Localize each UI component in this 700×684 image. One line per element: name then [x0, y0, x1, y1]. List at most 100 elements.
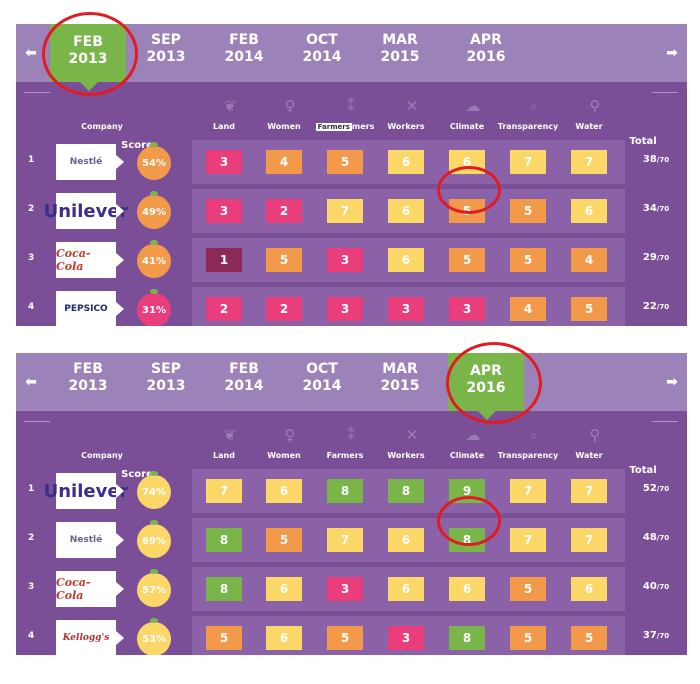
score-cell-women[interactable]: 4 [266, 150, 302, 174]
timeline-date-sep-2013[interactable]: SEP 2013 [128, 361, 204, 405]
prev-arrow-icon[interactable]: ⬅ [25, 45, 37, 61]
date-month: OCT [306, 32, 338, 48]
table-row[interactable]: 2 Unilever 49% 3 2 7 6 5 5 6 34/70 [16, 189, 687, 233]
company-logo-nestle[interactable]: Nestlé [56, 522, 124, 558]
timeline-date-apr-2016[interactable]: APR 2016 [448, 353, 524, 420]
score-cell-women[interactable]: 2 [266, 297, 302, 321]
score-cell-farmers[interactable]: 7 [327, 528, 363, 552]
score-cell-women[interactable]: 6 [266, 479, 302, 503]
divider [652, 421, 678, 422]
score-cell-farmers[interactable]: 7 [327, 199, 363, 223]
score-cell-workers[interactable]: 6 [388, 528, 424, 552]
timeline-date-mar-2015[interactable]: MAR 2015 [362, 32, 438, 76]
timeline-date-feb-2014[interactable]: FEB 2014 [206, 361, 282, 405]
leaf-icon [150, 569, 158, 574]
score-cell-farmers[interactable]: 3 [327, 297, 363, 321]
table-row[interactable]: 2 Nestlé 69% 8 5 7 6 8 7 7 48/70 [16, 518, 687, 562]
score-cell-land[interactable]: 3 [206, 199, 242, 223]
company-logo-unilever[interactable]: Unilever [44, 473, 128, 509]
score-cell-land[interactable]: 7 [206, 479, 242, 503]
timeline-date-sep-2013[interactable]: SEP 2013 [128, 32, 204, 76]
score-cell-land[interactable]: 8 [206, 528, 242, 552]
timeline-date-mar-2015[interactable]: MAR 2015 [362, 361, 438, 405]
score-cell-water[interactable]: 5 [571, 626, 607, 650]
score-cell-transparency[interactable]: 4 [510, 297, 546, 321]
score-cell-women[interactable]: 6 [266, 577, 302, 601]
score-cell-climate[interactable]: 5 [449, 199, 485, 223]
score-cell-transparency[interactable]: 7 [510, 479, 546, 503]
score-cell-transparency[interactable]: 7 [510, 528, 546, 552]
score-cell-water[interactable]: 7 [571, 479, 607, 503]
timeline-date-oct-2014[interactable]: OCT 2014 [284, 32, 360, 76]
score-cell-water[interactable]: 5 [571, 297, 607, 321]
timeline-date-feb-2013[interactable]: FEB 2013 [50, 24, 126, 91]
timeline-date-feb-2014[interactable]: FEB 2014 [206, 32, 282, 76]
score-cell-workers[interactable]: 6 [388, 248, 424, 272]
rank-number: 3 [28, 582, 35, 592]
score-cell-workers[interactable]: 6 [388, 577, 424, 601]
score-cell-women[interactable]: 2 [266, 199, 302, 223]
timeline-date-apr-2016[interactable]: APR 2016 [448, 32, 524, 76]
table-row[interactable]: 4 PEPSICO 31% 2 2 3 3 3 4 5 22/70 [16, 287, 687, 326]
score-cell-women[interactable]: 6 [266, 626, 302, 650]
score-cell-workers[interactable]: 8 [388, 479, 424, 503]
score-cell-transparency[interactable]: 5 [510, 199, 546, 223]
score-cell-farmers[interactable]: 5 [327, 626, 363, 650]
score-cell-climate[interactable]: 8 [449, 626, 485, 650]
company-logo-coca[interactable]: Coca-Cola [56, 571, 124, 607]
score-cell-transparency[interactable]: 5 [510, 248, 546, 272]
total-max: /70 [656, 303, 670, 311]
table-row[interactable]: 1 Nestlé 54% 3 4 5 6 6 7 7 38/70 [16, 140, 687, 184]
score-cell-climate[interactable]: 6 [449, 577, 485, 601]
total-max: /70 [656, 534, 670, 542]
next-arrow-icon[interactable]: ➡ [666, 374, 678, 390]
score-cell-transparency[interactable]: 7 [510, 150, 546, 174]
date-month: APR [470, 363, 502, 379]
score-cell-water[interactable]: 7 [571, 150, 607, 174]
farmers-label-suffix: mers [351, 122, 375, 131]
company-logo-nestle[interactable]: Nestlé [56, 144, 124, 180]
score-cell-land[interactable]: 2 [206, 297, 242, 321]
score-cell-climate[interactable]: 6 [449, 150, 485, 174]
score-cell-water[interactable]: 7 [571, 528, 607, 552]
score-cell-workers[interactable]: 3 [388, 297, 424, 321]
table-row[interactable]: 4 Kellogg's 53% 5 6 5 3 8 5 5 37/70 [16, 616, 687, 655]
score-cell-women[interactable]: 5 [266, 248, 302, 272]
score-cell-workers[interactable]: 6 [388, 150, 424, 174]
score-cell-water[interactable]: 6 [571, 199, 607, 223]
score-cell-women[interactable]: 5 [266, 528, 302, 552]
score-cell-farmers[interactable]: 3 [327, 248, 363, 272]
company-logo-coca[interactable]: Coca-Cola [56, 242, 124, 278]
score-cell-climate[interactable]: 3 [449, 297, 485, 321]
company-logo-unilever[interactable]: Unilever [44, 193, 128, 229]
score-cell-water[interactable]: 4 [571, 248, 607, 272]
score-cell-land[interactable]: 5 [206, 626, 242, 650]
score-cell-workers[interactable]: 6 [388, 199, 424, 223]
timeline-date-feb-2013[interactable]: FEB 2013 [50, 361, 126, 405]
table-row[interactable]: 3 Coca-Cola 41% 1 5 3 6 5 5 4 29/70 [16, 238, 687, 282]
score-cell-farmers[interactable]: 3 [327, 577, 363, 601]
score-cell-climate[interactable]: 5 [449, 248, 485, 272]
score-cell-water[interactable]: 6 [571, 577, 607, 601]
score-cell-climate[interactable]: 8 [449, 528, 485, 552]
date-month: OCT [306, 361, 338, 377]
prev-arrow-icon[interactable]: ⬅ [25, 374, 37, 390]
score-cell-land[interactable]: 1 [206, 248, 242, 272]
table-row[interactable]: 3 Coca-Cola 57% 8 6 3 6 6 5 6 40/70 [16, 567, 687, 611]
score-cell-land[interactable]: 8 [206, 577, 242, 601]
date-month: APR [470, 32, 502, 48]
score-cell-transparency[interactable]: 5 [510, 577, 546, 601]
score-cell-farmers[interactable]: 8 [327, 479, 363, 503]
score-cell-workers[interactable]: 3 [388, 626, 424, 650]
header-women: Women [267, 451, 301, 460]
company-logo-pepsico[interactable]: PEPSICO [56, 291, 124, 326]
score-cell-transparency[interactable]: 5 [510, 626, 546, 650]
table-row[interactable]: 1 Unilever 74% 7 6 8 8 9 7 7 52/70 [16, 469, 687, 513]
next-arrow-icon[interactable]: ➡ [666, 45, 678, 61]
score-cell-farmers[interactable]: 5 [327, 150, 363, 174]
leaf-icon [150, 289, 158, 294]
timeline-date-oct-2014[interactable]: OCT 2014 [284, 361, 360, 405]
score-cell-climate[interactable]: 9 [449, 479, 485, 503]
company-logo-kellogg[interactable]: Kellogg's [56, 620, 124, 655]
score-cell-land[interactable]: 3 [206, 150, 242, 174]
